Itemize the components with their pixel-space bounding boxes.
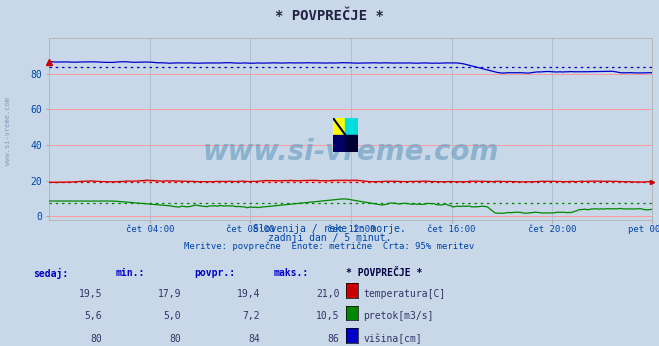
- Bar: [333, 118, 345, 135]
- Text: www.si-vreme.com: www.si-vreme.com: [5, 98, 11, 165]
- Text: sedaj:: sedaj:: [33, 268, 68, 279]
- Text: 5,0: 5,0: [163, 311, 181, 321]
- Text: 5,6: 5,6: [84, 311, 102, 321]
- Text: pretok[m3/s]: pretok[m3/s]: [363, 311, 434, 321]
- Text: 84: 84: [248, 334, 260, 344]
- Text: 21,0: 21,0: [316, 289, 339, 299]
- Text: višina[cm]: višina[cm]: [363, 334, 422, 344]
- Text: Meritve: povprečne  Enote: metrične  Črta: 95% meritev: Meritve: povprečne Enote: metrične Črta:…: [185, 241, 474, 251]
- Text: 80: 80: [169, 334, 181, 344]
- Text: * POVPREČJE *: * POVPREČJE *: [275, 9, 384, 22]
- Text: zadnji dan / 5 minut.: zadnji dan / 5 minut.: [268, 233, 391, 243]
- Text: povpr.:: povpr.:: [194, 268, 235, 278]
- Bar: [345, 118, 358, 135]
- Text: maks.:: maks.:: [273, 268, 308, 278]
- Text: 17,9: 17,9: [158, 289, 181, 299]
- Bar: [345, 135, 358, 152]
- Text: 7,2: 7,2: [243, 311, 260, 321]
- Text: 86: 86: [328, 334, 339, 344]
- Text: 80: 80: [90, 334, 102, 344]
- Bar: [333, 135, 345, 152]
- Text: temperatura[C]: temperatura[C]: [363, 289, 445, 299]
- Text: 10,5: 10,5: [316, 311, 339, 321]
- Text: min.:: min.:: [115, 268, 145, 278]
- Text: 19,4: 19,4: [237, 289, 260, 299]
- Text: www.si-vreme.com: www.si-vreme.com: [203, 138, 499, 166]
- Text: Slovenija / reke in morje.: Slovenija / reke in morje.: [253, 224, 406, 234]
- Text: 19,5: 19,5: [78, 289, 102, 299]
- Text: * POVPREČJE *: * POVPREČJE *: [346, 268, 422, 278]
